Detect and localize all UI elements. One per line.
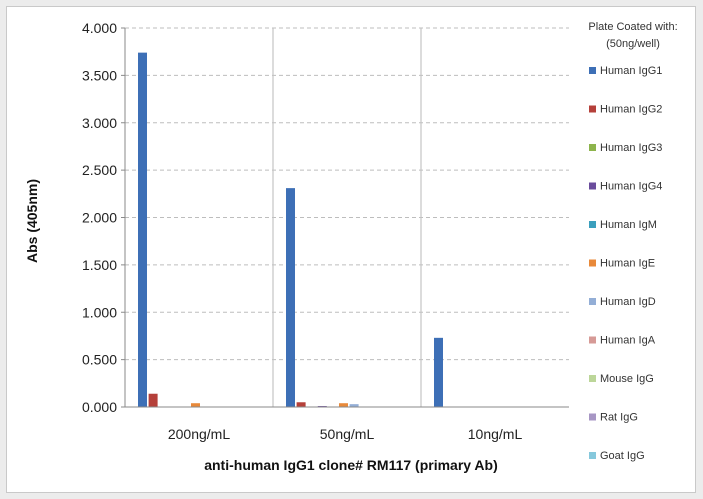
legend-label: Human IgG2 (600, 104, 662, 116)
grid (125, 27, 569, 407)
y-tick-label: 2.500 (82, 162, 117, 178)
legend-label: Human IgG4 (600, 181, 662, 193)
axes (121, 27, 569, 408)
legend: Plate Coated with: (50ng/well) Human IgG… (588, 21, 677, 462)
legend-label: Human IgG1 (600, 65, 662, 77)
bar (339, 403, 348, 407)
bar (286, 188, 295, 407)
legend-label: Human IgA (600, 335, 656, 347)
bar (296, 402, 306, 407)
y-tick-labels: 0.000 0.500 1.000 1.500 2.000 2.500 3.000 3.500… (82, 20, 117, 415)
legend-swatch (589, 259, 596, 267)
legend-swatch (589, 67, 596, 74)
legend-swatch (589, 375, 596, 382)
legend-label: Goat IgG (600, 450, 645, 462)
y-tick-label: 3.000 (82, 115, 117, 131)
legend-swatch (589, 298, 596, 305)
bar (191, 403, 200, 407)
chart-frame: 0.000 0.500 1.000 1.500 2.000 2.500 3.000 3.500… (6, 6, 696, 493)
y-tick-label: 3.500 (82, 67, 117, 83)
legend-subtitle: (50ng/well) (606, 38, 660, 50)
bar (349, 404, 359, 407)
legend-swatch (589, 413, 596, 421)
legend-swatch (589, 221, 596, 228)
x-category-labels: 200ng/mL 50ng/mL 10ng/mL (168, 426, 523, 442)
x-category-label: 10ng/mL (468, 426, 523, 442)
legend-items: Human IgG1 Human IgG2 Human IgG3 Human IgG4… (589, 65, 662, 462)
bar (148, 393, 158, 407)
bars (138, 52, 443, 407)
legend-title: Plate Coated with: (588, 21, 677, 33)
bar (138, 52, 147, 407)
legend-swatch (589, 105, 596, 113)
legend-swatch (589, 182, 596, 190)
legend-label: Human IgE (600, 258, 655, 270)
y-tick-label: 0.000 (82, 399, 117, 415)
legend-swatch (589, 144, 596, 151)
y-tick-label: 2.000 (82, 210, 117, 226)
x-category-label: 200ng/mL (168, 426, 230, 442)
legend-label: Human IgG3 (600, 142, 662, 154)
legend-swatch (589, 336, 596, 344)
legend-label: Human IgD (600, 296, 656, 308)
y-tick-label: 4.000 (82, 20, 117, 36)
y-axis-title: Abs (405nm) (24, 179, 40, 263)
bar-chart: 0.000 0.500 1.000 1.500 2.000 2.500 3.000 3.500… (24, 20, 678, 473)
legend-swatch (589, 452, 596, 459)
legend-label: Rat IgG (600, 412, 638, 424)
y-tick-label: 0.500 (82, 352, 117, 368)
y-tick-label: 1.000 (82, 304, 117, 320)
y-tick-label: 1.500 (82, 257, 117, 273)
x-category-label: 50ng/mL (320, 426, 375, 442)
legend-label: Mouse IgG (600, 373, 654, 385)
legend-label: Human IgM (600, 219, 657, 231)
x-axis-title: anti-human IgG1 clone# RM117 (primary Ab… (204, 457, 498, 473)
bar (434, 337, 443, 407)
